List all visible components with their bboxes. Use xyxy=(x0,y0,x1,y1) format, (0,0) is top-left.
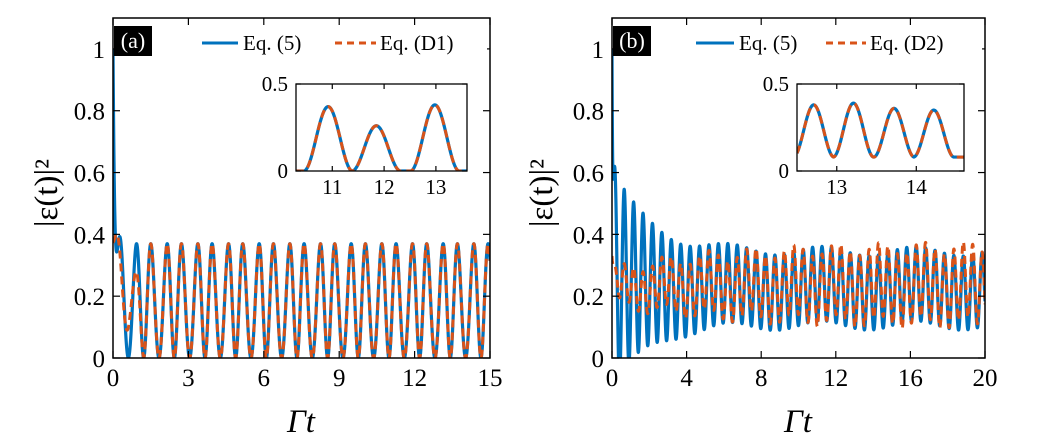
panel-b-inset-plot xyxy=(797,101,964,159)
panel-a: 0 3 6 9 12 15 0 0.2 0.4 0.6 0.8 1 |ε(t)|² Γt (a) Eq… xyxy=(29,17,503,440)
panel-b-xtick-label: 12 xyxy=(823,365,848,392)
panel-a-xtick-label: 0 xyxy=(107,365,120,392)
svg-text:|ε(t)|²: |ε(t)|² xyxy=(524,159,560,227)
panel-a-inset-ticks: 11 12 13 0 0.5 xyxy=(262,72,467,199)
panel-b-label-box xyxy=(613,26,651,56)
panel-b-plot-area xyxy=(612,48,985,358)
panel-b-inset-ticks: 13 14 0 0.5 xyxy=(763,72,964,199)
inset-a-xtick-label: 12 xyxy=(374,175,395,199)
panel-a-ytick-label: 0.2 xyxy=(74,284,105,311)
panel-a-ytick-label: 0.4 xyxy=(74,222,106,249)
panel-a-label-box xyxy=(114,26,152,56)
panel-b-xtick-label: 8 xyxy=(755,365,768,392)
panel-b-axes-box xyxy=(611,17,986,359)
inset-b-xtick-label: 13 xyxy=(826,175,847,199)
panel-a-xtick-label: 6 xyxy=(258,365,271,392)
panel-b-ytick-label: 0.2 xyxy=(573,284,604,311)
panel-a-label: (a) xyxy=(121,28,145,53)
panel-a-ylabel: |ε(t)|² xyxy=(29,159,65,227)
panel-a-inset: 11 12 13 0 0.5 xyxy=(262,72,468,199)
legend-a-eqd1-label: Eq. (D1) xyxy=(380,31,453,55)
panel-a-ticks: 0 3 6 9 12 15 0 0.2 0.4 0.6 0.8 1 xyxy=(74,18,503,392)
panel-a-ytick-label: 0.6 xyxy=(74,161,105,188)
panel-b-xtick-label: 4 xyxy=(680,365,693,392)
legend-b-eqd2-label: Eq. (D2) xyxy=(870,31,943,55)
panel-b-inset-box xyxy=(796,83,965,172)
inset-a-xtick-label: 11 xyxy=(322,175,342,199)
panel-a-inset-plot xyxy=(296,103,467,171)
panel-b-xlabel: Γt xyxy=(783,404,813,440)
panel-a-xtick-label: 3 xyxy=(182,365,195,392)
panel-a-ytick-label: 0 xyxy=(93,346,106,373)
inset-a-eqd1 xyxy=(296,103,467,171)
panel-a-inset-box xyxy=(295,83,468,172)
panel-b-label: (b) xyxy=(619,28,645,53)
panel-b: 0 4 8 12 16 20 0 0.2 0.4 0.6 0.8 1 |ε(t)|² Γt (b) E… xyxy=(524,17,998,440)
panel-a-ytick-label: 0.8 xyxy=(74,99,105,126)
panel-a-legend: Eq. (5) Eq. (D1) xyxy=(195,28,487,58)
inset-b-ytick-label: 0 xyxy=(779,159,790,183)
inset-a-xtick-label: 13 xyxy=(425,175,446,199)
inset-b-xtick-label: 14 xyxy=(906,175,928,199)
panel-a-xtick-label: 12 xyxy=(402,365,427,392)
panel-b-ytick-label: 0.8 xyxy=(573,99,604,126)
inset-a-ytick-label: 0.5 xyxy=(262,72,288,96)
panel-a-ytick-label: 1 xyxy=(93,37,106,64)
svg-text:|ε(t)|²: |ε(t)|² xyxy=(29,159,65,227)
panel-a-xtick-label: 9 xyxy=(333,365,346,392)
panel-b-ytick-label: 0.4 xyxy=(573,222,605,249)
legend-a-eq5-label: Eq. (5) xyxy=(243,31,301,55)
panel-a-xlabel: Γt xyxy=(286,404,316,440)
panel-b-xtick-label: 16 xyxy=(898,365,923,392)
panel-b-inset: 13 14 0 0.5 xyxy=(763,72,965,199)
panel-b-ytick-label: 0.6 xyxy=(573,161,604,188)
panel-b-xtick-label: 20 xyxy=(973,365,998,392)
inset-b-ytick-label: 0.5 xyxy=(763,72,789,96)
panel-a-axes-box xyxy=(112,17,491,359)
panel-b-xtick-label: 0 xyxy=(606,365,619,392)
legend-b-eq5-label: Eq. (5) xyxy=(739,31,797,55)
panel-b-legend: Eq. (5) Eq. (D2) xyxy=(655,28,982,58)
series-b-eqd2 xyxy=(612,240,985,330)
panel-b-ytick-label: 1 xyxy=(592,37,605,64)
inset-b-eqd2 xyxy=(797,101,964,159)
panel-b-ylabel: |ε(t)|² xyxy=(524,159,560,227)
inset-a-ytick-label: 0 xyxy=(278,159,289,183)
panel-b-ytick-label: 0 xyxy=(592,346,605,373)
panel-a-xtick-label: 15 xyxy=(478,365,503,392)
panel-a-plot-area xyxy=(113,48,490,358)
series-a-eqd1 xyxy=(113,232,490,358)
